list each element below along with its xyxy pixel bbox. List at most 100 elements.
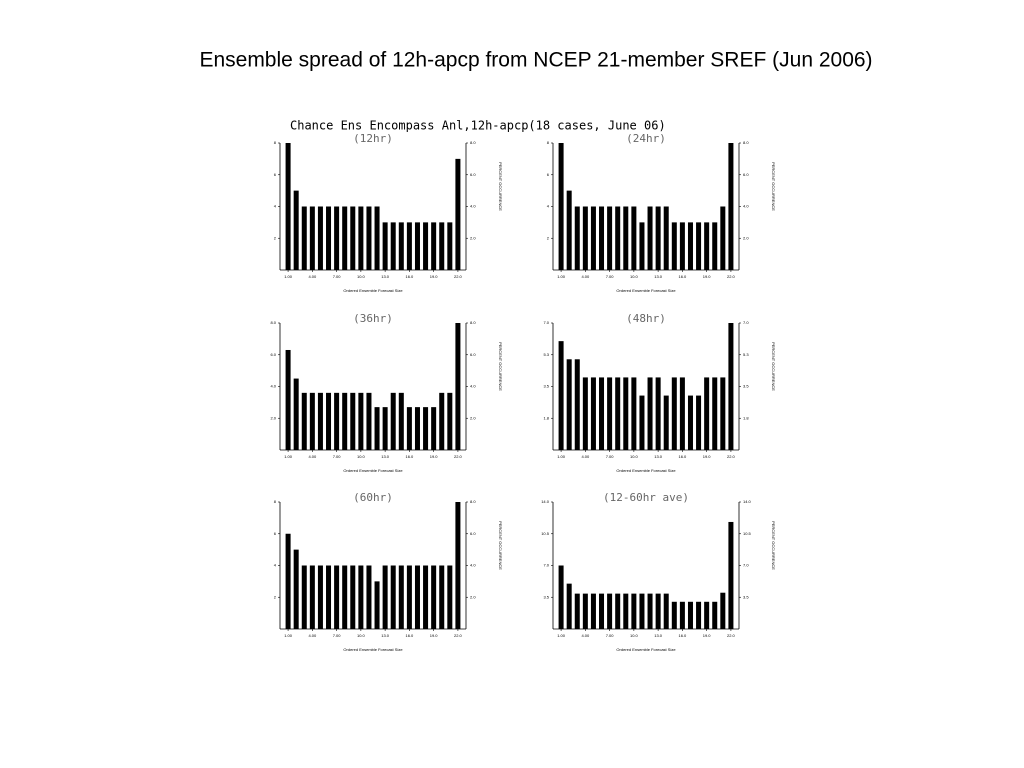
y-tick-label: 4.0 bbox=[270, 384, 276, 389]
x-tick-label: 7.00 bbox=[333, 633, 342, 638]
y2-tick-label: 3.5 bbox=[743, 594, 749, 599]
chart-title: (12hr) bbox=[353, 132, 393, 145]
y-tick-label: 1.8 bbox=[543, 415, 549, 420]
x-tick-label: 7.00 bbox=[333, 454, 342, 459]
bar bbox=[704, 377, 710, 450]
y-tick-label: 4 bbox=[274, 204, 277, 209]
bar bbox=[285, 533, 291, 629]
x-tick-label: 19.0 bbox=[703, 274, 712, 279]
bar bbox=[285, 143, 291, 270]
bar bbox=[623, 206, 629, 270]
bar bbox=[687, 222, 693, 270]
chart-title: (48hr) bbox=[626, 312, 666, 325]
y2-axis-label: PERCENT OCCURRENCE bbox=[771, 521, 776, 570]
bar bbox=[382, 222, 388, 270]
slide-title: Ensemble spread of 12h-apcp from NCEP 21… bbox=[199, 49, 872, 72]
y-tick-label: 3.5 bbox=[543, 384, 549, 389]
bar bbox=[334, 392, 340, 450]
y2-tick-label: 5.3 bbox=[743, 352, 749, 357]
x-tick-label: 22.0 bbox=[454, 454, 463, 459]
bar bbox=[439, 565, 445, 629]
bar bbox=[317, 565, 323, 629]
bar bbox=[566, 359, 572, 450]
bar bbox=[696, 601, 702, 629]
y-tick-label: 7.0 bbox=[543, 563, 549, 568]
bar bbox=[647, 593, 653, 629]
bar bbox=[447, 565, 453, 629]
y-tick-label: 6 bbox=[274, 172, 277, 177]
chart-title: (60hr) bbox=[353, 491, 393, 504]
bar bbox=[696, 395, 702, 450]
y2-axis-label: PERCENT OCCURRENCE bbox=[498, 521, 503, 570]
bar bbox=[342, 565, 348, 629]
bar bbox=[398, 392, 404, 450]
x-tick-label: 1.00 bbox=[557, 633, 566, 638]
bar bbox=[390, 392, 396, 450]
x-axis-label: Ordered Ensemble Forecast Size bbox=[616, 647, 676, 652]
y2-tick-label: 7.0 bbox=[743, 320, 749, 325]
bar bbox=[631, 206, 637, 270]
bar bbox=[607, 206, 613, 270]
bar bbox=[334, 206, 340, 270]
bar bbox=[704, 601, 710, 629]
bar bbox=[582, 593, 588, 629]
bar bbox=[439, 222, 445, 270]
bar bbox=[374, 407, 380, 450]
bar bbox=[342, 206, 348, 270]
bar bbox=[317, 206, 323, 270]
x-tick-label: 10.0 bbox=[357, 454, 366, 459]
bar bbox=[414, 565, 420, 629]
bar bbox=[366, 565, 372, 629]
x-tick-label: 4.00 bbox=[308, 454, 317, 459]
y2-axis-label: PERCENT OCCURRENCE bbox=[771, 342, 776, 391]
x-axis-label: Ordered Ensemble Forecast Size bbox=[616, 288, 676, 293]
y2-tick-label: 6.0 bbox=[470, 172, 476, 177]
bar bbox=[374, 206, 380, 270]
bar bbox=[720, 206, 726, 270]
bar bbox=[558, 143, 564, 270]
x-tick-label: 22.0 bbox=[727, 633, 736, 638]
bar bbox=[301, 392, 307, 450]
x-tick-label: 19.0 bbox=[430, 454, 439, 459]
y-tick-label: 8.0 bbox=[270, 320, 276, 325]
bar bbox=[301, 565, 307, 629]
y-tick-label: 6 bbox=[547, 172, 550, 177]
bar bbox=[590, 206, 596, 270]
bar bbox=[712, 601, 718, 629]
bar bbox=[431, 565, 437, 629]
x-tick-label: 16.0 bbox=[405, 274, 414, 279]
bar bbox=[366, 206, 372, 270]
bar bbox=[382, 407, 388, 450]
x-tick-label: 22.0 bbox=[454, 274, 463, 279]
bar bbox=[309, 392, 315, 450]
bar bbox=[334, 565, 340, 629]
bar bbox=[423, 407, 429, 450]
y-tick-label: 8 bbox=[547, 140, 550, 145]
bar bbox=[599, 377, 605, 450]
y2-tick-label: 10.5 bbox=[743, 531, 752, 536]
y2-tick-label: 4.0 bbox=[470, 204, 476, 209]
x-tick-label: 1.00 bbox=[557, 454, 566, 459]
bar bbox=[712, 222, 718, 270]
bar bbox=[582, 377, 588, 450]
x-tick-label: 10.0 bbox=[630, 454, 639, 459]
bar bbox=[455, 158, 461, 270]
bar bbox=[590, 377, 596, 450]
bar bbox=[350, 565, 356, 629]
bar bbox=[566, 190, 572, 270]
bar bbox=[639, 395, 645, 450]
bar bbox=[390, 565, 396, 629]
bar bbox=[696, 222, 702, 270]
chart-title: (36hr) bbox=[353, 312, 393, 325]
bar bbox=[326, 206, 332, 270]
chart-title: (12-60hr ave) bbox=[603, 491, 689, 504]
bar bbox=[406, 222, 412, 270]
x-tick-label: 4.00 bbox=[308, 274, 317, 279]
x-tick-label: 10.0 bbox=[357, 274, 366, 279]
bar bbox=[309, 206, 315, 270]
y2-tick-label: 3.5 bbox=[743, 384, 749, 389]
y2-tick-label: 14.0 bbox=[743, 499, 752, 504]
x-tick-label: 16.0 bbox=[678, 633, 687, 638]
bar bbox=[607, 377, 613, 450]
bar bbox=[366, 392, 372, 450]
